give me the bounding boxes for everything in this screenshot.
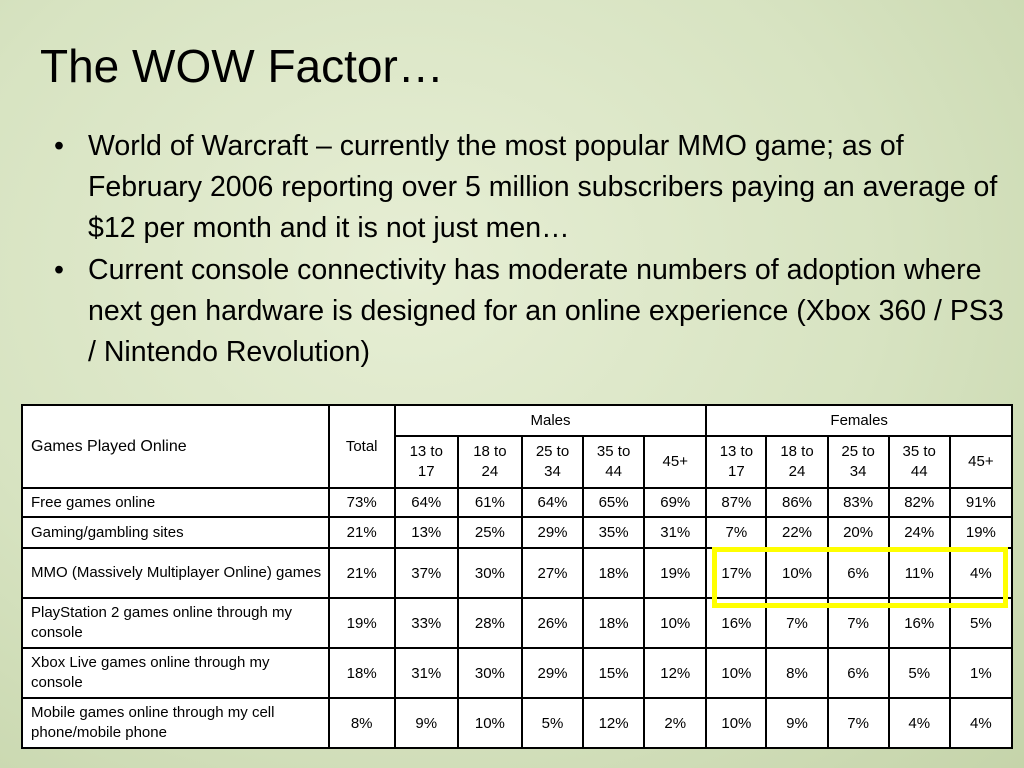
- female-cell: 86%: [765, 487, 829, 518]
- female-cell: 6%: [826, 647, 890, 699]
- male-cell: 9%: [393, 697, 459, 749]
- male-cell: 12%: [643, 647, 708, 699]
- total-cell: 21%: [327, 547, 396, 599]
- female-cell: 4%: [887, 697, 951, 749]
- female-cell: 83%: [826, 487, 890, 518]
- female-cell: 4%: [948, 697, 1014, 749]
- male-cell: 10%: [643, 597, 708, 649]
- female-cell: 91%: [948, 487, 1014, 518]
- female-cell: 8%: [765, 647, 829, 699]
- row-label: Gaming/gambling sites: [21, 516, 330, 549]
- male-cell: 30%: [456, 647, 523, 699]
- age-header: 13 to 17: [705, 435, 768, 489]
- games-played-online-header: Games Played Online: [21, 404, 330, 489]
- age-header: 13 to 17: [393, 435, 459, 489]
- male-cell: 10%: [456, 697, 523, 749]
- female-cell: 10%: [705, 697, 768, 749]
- slide-title: The WOW Factor…: [40, 40, 444, 92]
- total-header: Total: [327, 404, 396, 489]
- mmo-females-highlight-box: [712, 547, 1008, 608]
- age-header: 45+: [948, 435, 1014, 489]
- table-row: Free games online 73% 64% 61% 64% 65% 69…: [21, 487, 1014, 518]
- male-cell: 69%: [643, 487, 708, 518]
- male-cell: 31%: [643, 516, 708, 549]
- male-cell: 28%: [456, 597, 523, 649]
- female-cell: 22%: [765, 516, 829, 549]
- total-cell: 19%: [327, 597, 396, 649]
- female-cell: 7%: [705, 516, 768, 549]
- male-cell: 61%: [456, 487, 523, 518]
- female-cell: 5%: [887, 647, 951, 699]
- total-cell: 73%: [327, 487, 396, 518]
- table-row: Xbox Live games online through my consol…: [21, 647, 1014, 699]
- male-cell: 37%: [393, 547, 459, 599]
- male-cell: 12%: [582, 697, 646, 749]
- female-cell: 82%: [887, 487, 951, 518]
- male-cell: 35%: [582, 516, 646, 549]
- total-cell: 8%: [327, 697, 396, 749]
- females-header: Females: [705, 404, 1013, 437]
- male-cell: 31%: [393, 647, 459, 699]
- male-cell: 29%: [520, 516, 585, 549]
- row-label: PlayStation 2 games online through my co…: [21, 597, 330, 649]
- table-row: Gaming/gambling sites 21% 13% 25% 29% 35…: [21, 516, 1014, 549]
- male-cell: 26%: [520, 597, 585, 649]
- total-cell: 21%: [327, 516, 396, 549]
- age-header: 18 to 24: [456, 435, 523, 489]
- female-cell: 87%: [705, 487, 768, 518]
- row-label: MMO (Massively Multiplayer Online) games: [21, 547, 330, 599]
- males-header: Males: [393, 404, 708, 437]
- total-cell: 18%: [327, 647, 396, 699]
- female-cell: 1%: [948, 647, 1014, 699]
- male-cell: 29%: [520, 647, 585, 699]
- bullet-item: Current console connectivity has moderat…: [50, 250, 1010, 373]
- male-cell: 18%: [582, 597, 646, 649]
- age-header: 25 to 34: [826, 435, 890, 489]
- male-cell: 5%: [520, 697, 585, 749]
- male-cell: 19%: [643, 547, 708, 599]
- female-cell: 9%: [765, 697, 829, 749]
- games-table: Games Played Online Total Males Females …: [21, 404, 1014, 749]
- male-cell: 13%: [393, 516, 459, 549]
- male-cell: 30%: [456, 547, 523, 599]
- female-cell: 10%: [705, 647, 768, 699]
- male-cell: 64%: [520, 487, 585, 518]
- row-label: Mobile games online through my cell phon…: [21, 697, 330, 749]
- male-cell: 15%: [582, 647, 646, 699]
- male-cell: 25%: [456, 516, 523, 549]
- age-header: 18 to 24: [765, 435, 829, 489]
- female-cell: 20%: [826, 516, 890, 549]
- male-cell: 18%: [582, 547, 646, 599]
- female-cell: 24%: [887, 516, 951, 549]
- male-cell: 33%: [393, 597, 459, 649]
- male-cell: 27%: [520, 547, 585, 599]
- age-header: 25 to 34: [520, 435, 585, 489]
- female-cell: 19%: [948, 516, 1014, 549]
- age-header: 45+: [643, 435, 708, 489]
- bullet-list: World of Warcraft – currently the most p…: [50, 126, 1010, 374]
- age-header: 35 to 44: [582, 435, 646, 489]
- male-cell: 2%: [643, 697, 708, 749]
- bullet-item: World of Warcraft – currently the most p…: [50, 126, 1010, 249]
- male-cell: 64%: [393, 487, 459, 518]
- female-cell: 7%: [826, 697, 890, 749]
- table-row: Mobile games online through my cell phon…: [21, 697, 1014, 749]
- row-label: Xbox Live games online through my consol…: [21, 647, 330, 699]
- female-cell: 10%: [765, 547, 829, 599]
- age-header: 35 to 44: [887, 435, 951, 489]
- male-cell: 65%: [582, 487, 646, 518]
- row-label: Free games online: [21, 487, 330, 518]
